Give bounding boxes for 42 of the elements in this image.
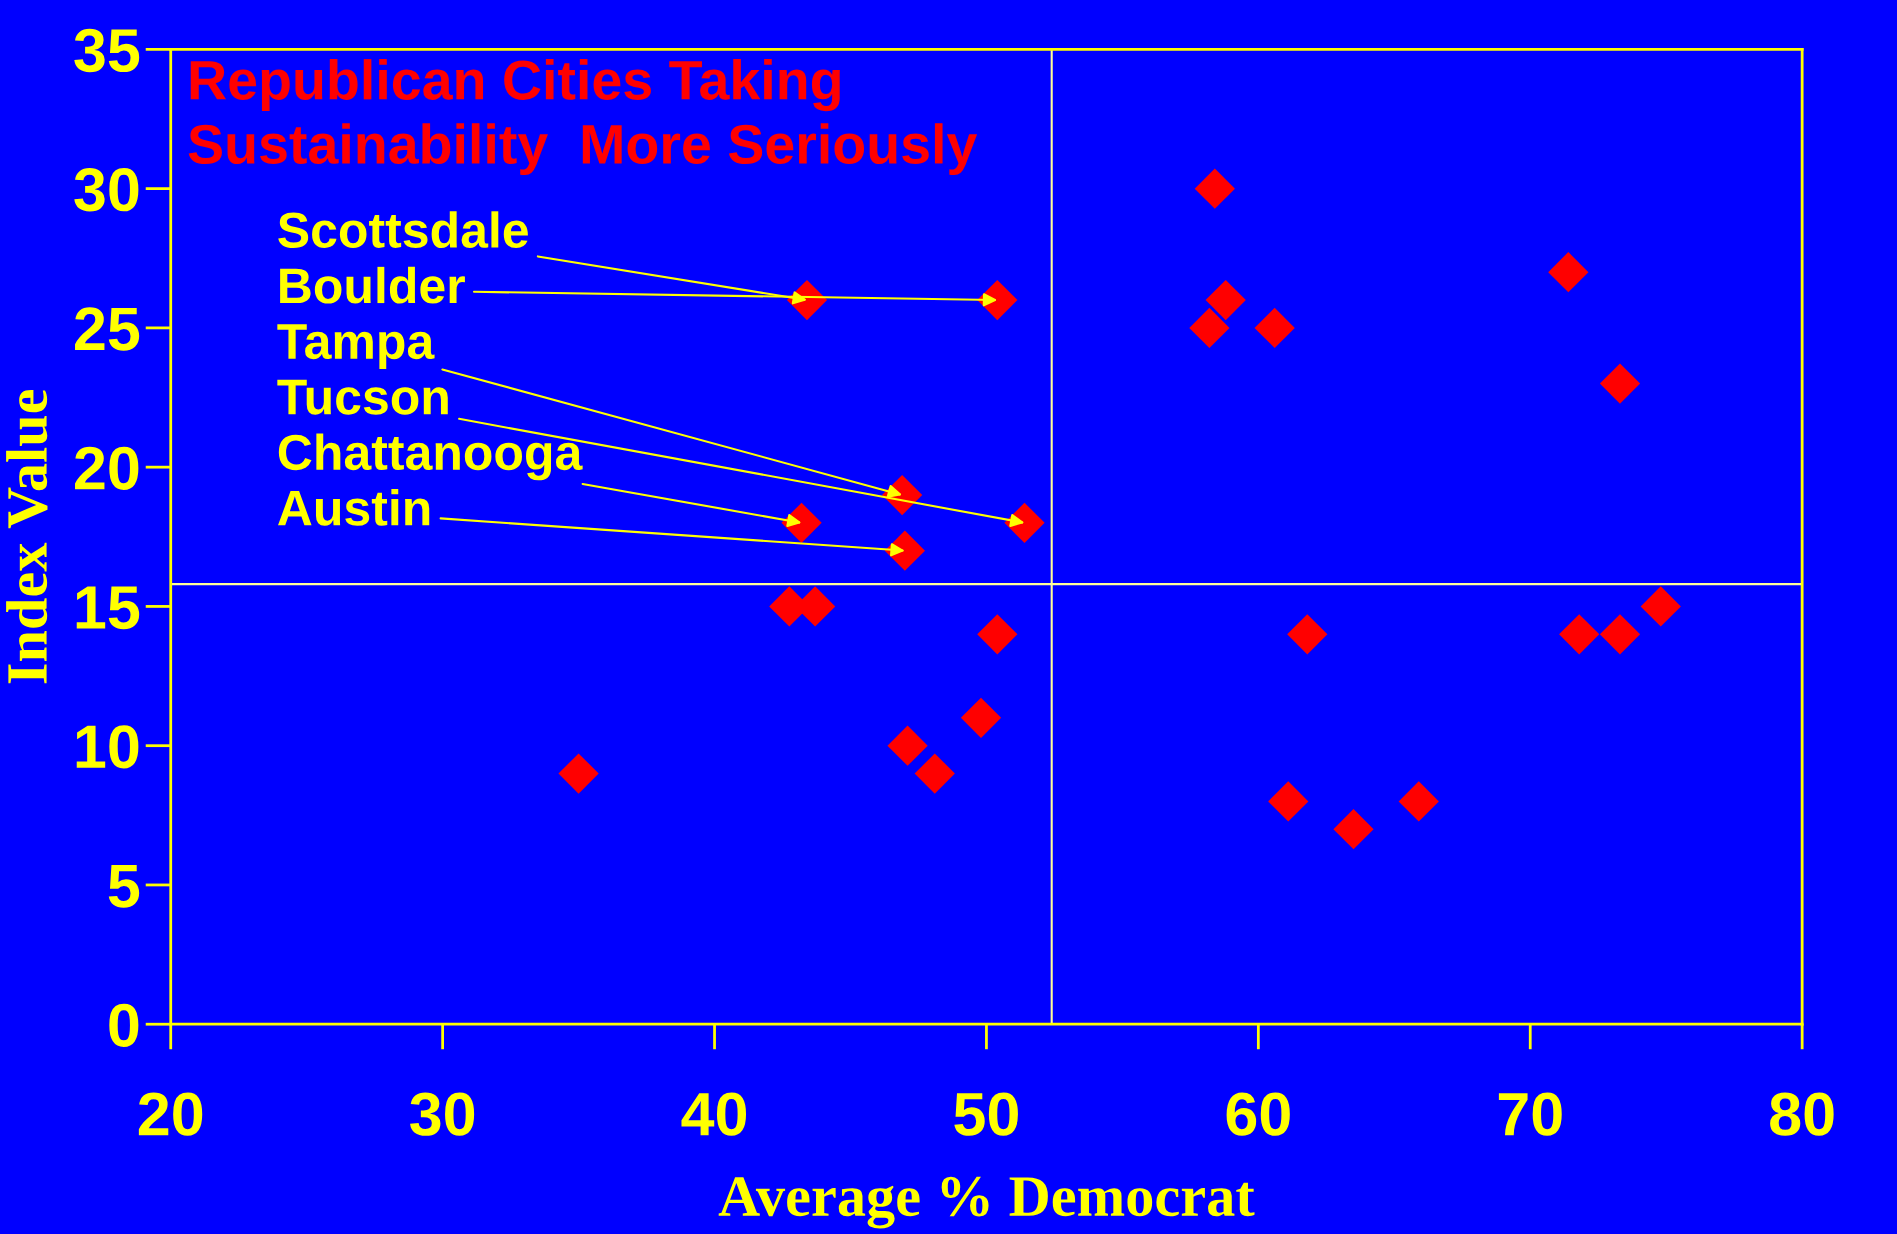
point [1205, 279, 1246, 321]
point [1333, 809, 1374, 850]
point [1599, 363, 1641, 404]
y-tick-label: 5 [108, 865, 140, 908]
y-tick-label: 15 [76, 586, 140, 630]
y-tick-label: 30 [74, 168, 139, 212]
annotation: Tampa [277, 324, 435, 370]
point [1189, 307, 1230, 349]
x-tick-label: 80 [1770, 1092, 1834, 1136]
y-axis-title: Index Value [6, 389, 48, 684]
point [1640, 586, 1681, 627]
y-tick-label: 10 [76, 725, 139, 769]
point [1559, 614, 1600, 655]
point [977, 614, 1018, 655]
x-tick-label: 30 [410, 1092, 475, 1136]
point [960, 697, 1002, 738]
annotation: Scottsdale [278, 211, 528, 249]
x-tick-label: 20 [138, 1092, 203, 1136]
point [1548, 252, 1589, 293]
x-tick-label: 40 [681, 1092, 747, 1136]
x-axis-title: Average % Democrat [718, 1176, 1255, 1229]
y-tick-label: 25 [75, 307, 140, 351]
annotation: Tucson [277, 379, 448, 415]
point [1268, 781, 1309, 822]
point [558, 753, 599, 794]
annotation: Austin [278, 489, 430, 526]
text: Republican Cities Taking Sustainability More Seriously [188, 59, 978, 176]
point [1287, 614, 1328, 655]
point [1194, 168, 1235, 209]
point [1599, 614, 1641, 655]
point [1254, 307, 1295, 349]
point [887, 725, 928, 766]
point [1398, 781, 1439, 822]
y-tick-label: 0 [109, 1003, 139, 1047]
x-tick-label: 60 [1226, 1092, 1290, 1136]
point [914, 753, 955, 794]
annotation: Boulder [280, 266, 465, 304]
y-tick-label: 35 [74, 28, 140, 73]
x-tick-label: 70 [1498, 1092, 1562, 1136]
x-tick-label: 50 [954, 1092, 1018, 1136]
annotation: Chattanooga [278, 433, 583, 481]
y-tick-label: 20 [75, 446, 139, 490]
